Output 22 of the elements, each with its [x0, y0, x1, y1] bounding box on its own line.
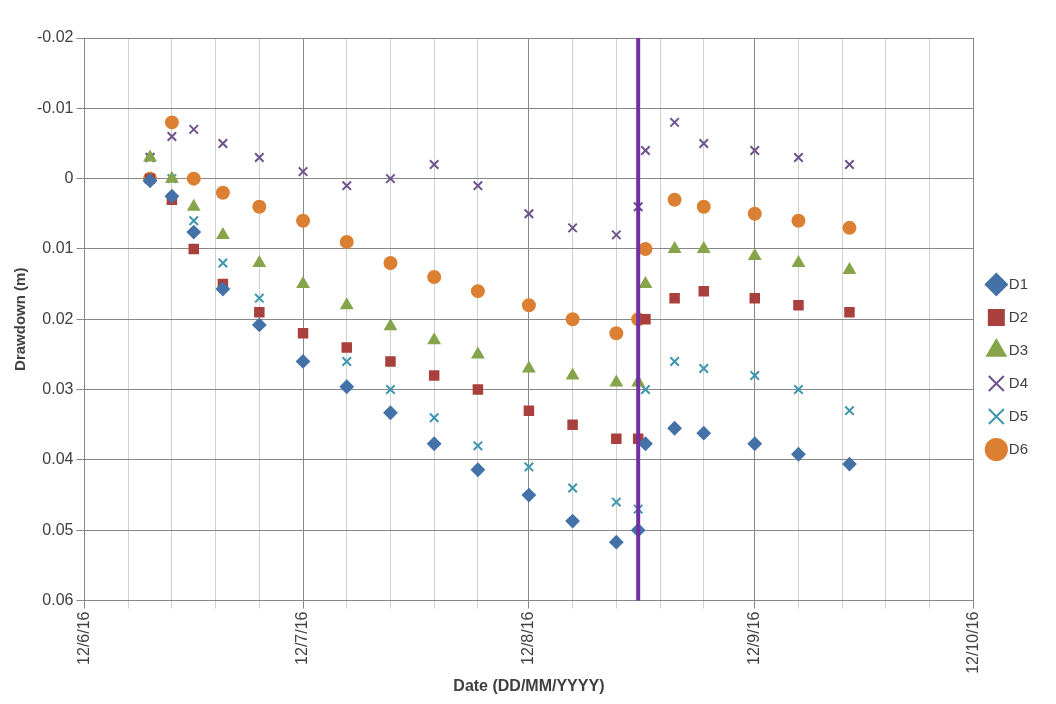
legend-label: D1 — [1008, 274, 1029, 292]
x-tick-label: 12/6/16 — [74, 611, 92, 665]
y-tick-label: 0.06 — [42, 590, 74, 608]
legend-label: D4 — [1008, 373, 1029, 391]
y-tick-label: 0 — [64, 169, 74, 187]
y-tick-label: -0.01 — [37, 98, 74, 116]
x-tick-label: 12/10/16 — [963, 611, 981, 674]
x-tick-label: 12/9/16 — [745, 611, 763, 665]
legend-label: D2 — [1008, 307, 1029, 325]
x-tick-label: 12/7/16 — [293, 611, 311, 665]
y-tick-label: 0.05 — [42, 520, 74, 538]
y-tick-label: 0.03 — [42, 379, 74, 397]
legend-label: D6 — [1008, 439, 1029, 457]
x-tick-label: 12/8/16 — [519, 611, 537, 665]
x-axis-title: Date (DD/MM/YYYY) — [453, 676, 605, 694]
y-axis-title: Drawdown (m) — [11, 267, 29, 371]
legend-label: D5 — [1008, 406, 1029, 424]
legend-label: D3 — [1008, 340, 1029, 358]
y-tick-label: -0.02 — [37, 28, 74, 46]
y-tick-label: 0.04 — [42, 450, 74, 468]
y-tick-label: 0.02 — [42, 309, 74, 327]
y-tick-label: 0.01 — [42, 239, 74, 257]
